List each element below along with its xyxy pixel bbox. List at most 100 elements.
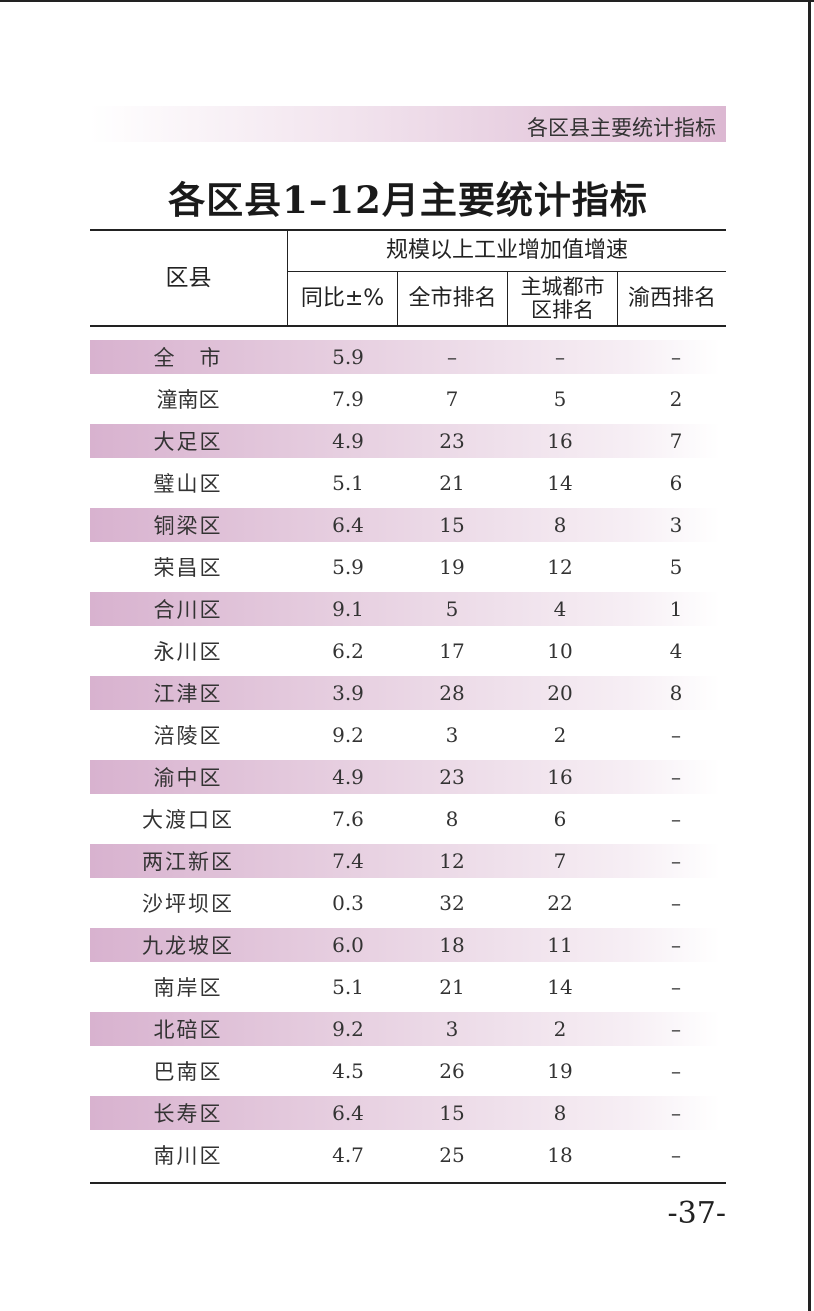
yoy-value: 4.9: [332, 765, 364, 789]
district-name: 长寿区: [153, 1102, 223, 1126]
city-rank: 32: [439, 891, 465, 915]
main-city-rank: 14: [547, 471, 573, 495]
yoy-value: 7.4: [332, 849, 364, 873]
table-row: 铜梁区 6.4 15 8 3: [90, 506, 726, 548]
city-rank: 8: [445, 807, 459, 831]
district-name: 铜梁区: [153, 514, 223, 538]
city-rank: 15: [439, 1101, 465, 1125]
main-city-rank: 6: [553, 807, 567, 831]
district-name: 荣昌区: [153, 556, 223, 580]
district-name: 渝中区: [153, 766, 223, 790]
district-name: 合川区: [153, 598, 223, 622]
header-district: 区县: [165, 264, 212, 291]
district-name: 九龙坡区: [142, 934, 234, 958]
main-city-rank: 8: [553, 1101, 567, 1125]
table-row: 潼南区 7.9 7 5 2: [90, 380, 726, 422]
table-body: 全 市 5.9 – – – 潼南区 7.9 7 5 2 大足区 4.9 23 1…: [90, 338, 726, 1178]
table-row: 大渡口区 7.6 8 6 –: [90, 800, 726, 842]
district-name: 全 市: [153, 346, 223, 370]
yoy-value: 7.9: [332, 387, 364, 411]
page-border-right: [808, 0, 811, 1311]
table-row: 南岸区 5.1 21 14 –: [90, 968, 726, 1010]
district-name: 巴南区: [153, 1060, 223, 1084]
table-row: 九龙坡区 6.0 18 11 –: [90, 926, 726, 968]
group-header-rule: [287, 271, 726, 272]
district-name: 涪陵区: [153, 724, 223, 748]
city-rank: 23: [439, 765, 465, 789]
west-rank: –: [671, 1017, 681, 1041]
page-number: -37-: [667, 1196, 726, 1231]
yoy-value: 5.9: [332, 555, 364, 579]
header-group-industrial-growth: 规模以上工业增加值增速: [385, 238, 628, 264]
table-row: 北碚区 9.2 3 2 –: [90, 1010, 726, 1052]
header-yoy: 同比±%: [300, 285, 385, 311]
page-border-top: [0, 0, 814, 2]
city-rank: –: [447, 345, 457, 369]
west-rank: –: [671, 849, 681, 873]
table-bottom-rule: [90, 1182, 726, 1184]
main-city-rank: 2: [553, 1017, 567, 1041]
table-top-rule: [90, 229, 726, 231]
main-city-rank: 10: [547, 639, 573, 663]
yoy-value: 3.9: [332, 681, 364, 705]
main-city-rank: 7: [553, 849, 567, 873]
west-rank: –: [671, 933, 681, 957]
city-rank: 28: [439, 681, 465, 705]
main-city-rank: 5: [553, 387, 567, 411]
main-city-rank: 8: [553, 513, 567, 537]
yoy-value: 6.0: [332, 933, 364, 957]
west-rank: 8: [669, 681, 683, 705]
yoy-value: 0.3: [332, 891, 364, 915]
district-name: 大足区: [153, 430, 223, 454]
table-row: 两江新区 7.4 12 7 –: [90, 842, 726, 884]
district-name: 大渡口区: [142, 808, 234, 832]
table-row: 荣昌区 5.9 19 12 5: [90, 548, 726, 590]
table-row: 长寿区 6.4 15 8 –: [90, 1094, 726, 1136]
table-row: 沙坪坝区 0.3 32 22 –: [90, 884, 726, 926]
district-name: 南岸区: [153, 976, 223, 1000]
city-rank: 3: [445, 1017, 459, 1041]
main-city-rank: –: [555, 345, 565, 369]
table-row: 渝中区 4.9 23 16 –: [90, 758, 726, 800]
west-rank: 5: [669, 555, 683, 579]
district-name: 两江新区: [142, 850, 234, 874]
yoy-value: 7.6: [332, 807, 364, 831]
header-main-city-rank-line1: 主城都市: [520, 275, 605, 300]
main-city-rank: 12: [547, 555, 573, 579]
yoy-value: 5.1: [332, 471, 364, 495]
header-main-city-rank: 主城都市 区排名: [508, 272, 617, 325]
city-rank: 7: [445, 387, 459, 411]
west-rank: –: [671, 345, 681, 369]
west-rank: 7: [669, 429, 683, 453]
west-rank: 1: [669, 597, 683, 621]
district-name: 北碚区: [153, 1018, 223, 1042]
header-west-rank: 渝西排名: [627, 285, 716, 311]
city-rank: 17: [439, 639, 465, 663]
table-row: 南川区 4.7 25 18 –: [90, 1136, 726, 1178]
city-rank: 25: [439, 1143, 465, 1167]
district-name: 永川区: [153, 640, 223, 664]
table-row: 全 市 5.9 – – –: [90, 338, 726, 380]
table-row: 巴南区 4.5 26 19 –: [90, 1052, 726, 1094]
yoy-value: 4.7: [332, 1143, 364, 1167]
main-city-rank: 11: [547, 933, 573, 957]
district-name: 沙坪坝区: [142, 892, 234, 916]
yoy-value: 6.2: [332, 639, 364, 663]
west-rank: –: [671, 1059, 681, 1083]
table-row: 璧山区 5.1 21 14 6: [90, 464, 726, 506]
yoy-value: 6.4: [332, 513, 364, 537]
table-row: 大足区 4.9 23 16 7: [90, 422, 726, 464]
city-rank: 26: [439, 1059, 465, 1083]
header-divider-3: [507, 272, 508, 325]
main-city-rank: 22: [547, 891, 573, 915]
header-bottom-rule: [90, 325, 726, 327]
west-rank: –: [671, 891, 681, 915]
section-header-band: 各区县主要统计指标: [90, 106, 726, 142]
city-rank: 3: [445, 723, 459, 747]
district-name: 璧山区: [153, 472, 223, 496]
district-name: 江津区: [153, 682, 223, 706]
yoy-value: 9.2: [332, 723, 364, 747]
table-row: 合川区 9.1 5 4 1: [90, 590, 726, 632]
yoy-value: 5.1: [332, 975, 364, 999]
yoy-value: 9.1: [332, 597, 364, 621]
